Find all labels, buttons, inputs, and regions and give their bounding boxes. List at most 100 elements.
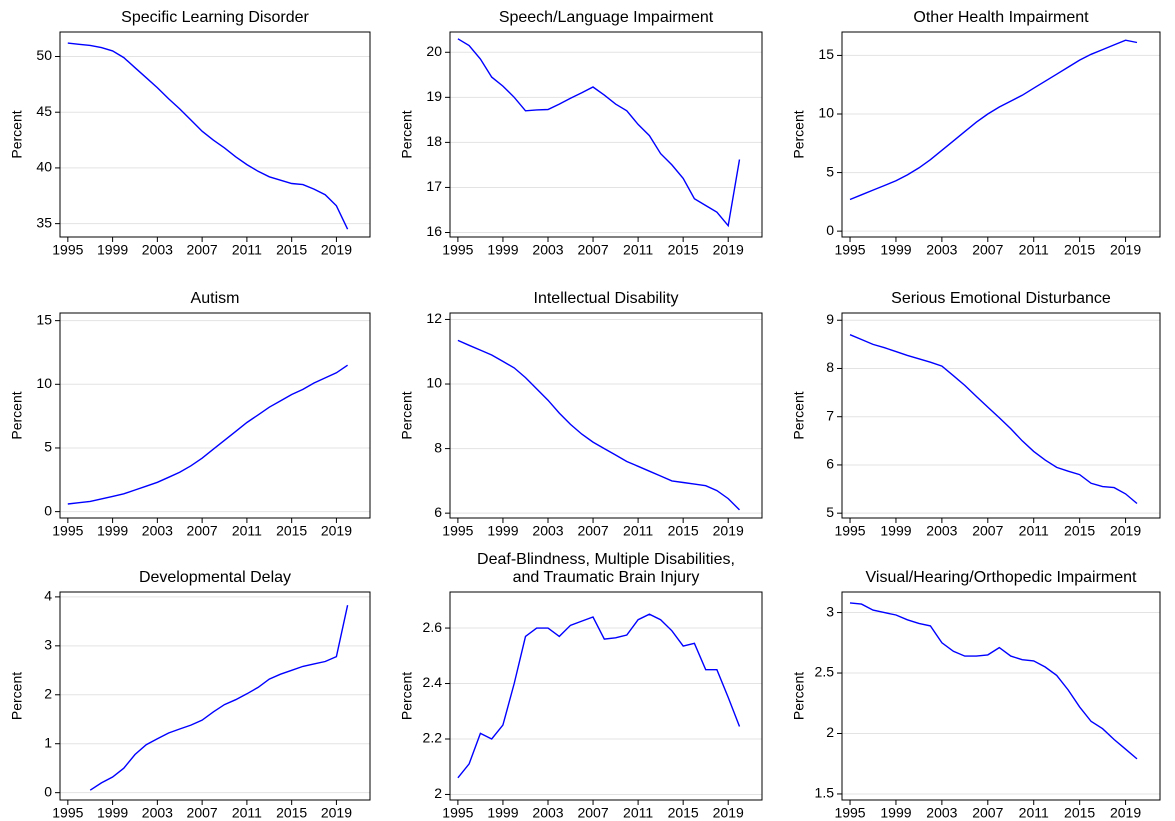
y-tick-label: 7 bbox=[826, 407, 834, 423]
x-tick-label: 1999 bbox=[880, 805, 911, 821]
chart-title: and Traumatic Brain Injury bbox=[513, 569, 700, 586]
plot-frame bbox=[59, 31, 371, 238]
x-tick-label: 2007 bbox=[972, 242, 1003, 258]
x-tick-label: 1995 bbox=[442, 805, 473, 821]
y-tick-label: 16 bbox=[426, 223, 442, 239]
x-tick-label: 1995 bbox=[52, 805, 83, 821]
plot-frame bbox=[449, 312, 763, 519]
chart-title: Developmental Delay bbox=[139, 569, 291, 586]
plot-frame bbox=[59, 591, 371, 801]
y-tick-label: 2 bbox=[434, 785, 442, 801]
x-tick-label: 2007 bbox=[187, 242, 218, 258]
x-tick-label: 2007 bbox=[187, 805, 218, 821]
x-tick-label: 1999 bbox=[880, 242, 911, 258]
y-tick-label: 20 bbox=[426, 43, 442, 59]
x-tick-label: 2015 bbox=[668, 805, 699, 821]
x-tick-label: 2011 bbox=[623, 242, 653, 258]
x-tick-label: 1999 bbox=[487, 242, 518, 258]
x-tick-label: 2011 bbox=[232, 523, 262, 539]
y-tick-label: 6 bbox=[434, 504, 442, 520]
y-axis-label: Percent bbox=[9, 110, 25, 158]
plot-frame bbox=[841, 591, 1161, 801]
x-tick-label: 1999 bbox=[487, 523, 518, 539]
x-tick-label: 2003 bbox=[926, 242, 957, 258]
data-line bbox=[457, 38, 741, 228]
x-tick-label: 2007 bbox=[577, 242, 608, 258]
y-tick-label: 2.5 bbox=[815, 664, 835, 680]
chart-title: Serious Emotional Disturbance bbox=[891, 290, 1111, 307]
x-tick-label: 2007 bbox=[577, 805, 608, 821]
plot-frame bbox=[449, 31, 763, 238]
y-tick-label: 1 bbox=[44, 734, 52, 750]
plot-frame bbox=[449, 591, 763, 801]
x-tick-label: 2015 bbox=[1064, 805, 1095, 821]
data-line bbox=[89, 605, 349, 791]
y-tick-label: 5 bbox=[44, 439, 52, 455]
x-tick-label: 2011 bbox=[1019, 805, 1049, 821]
x-tick-label: 2019 bbox=[713, 805, 744, 821]
x-tick-label: 2019 bbox=[1110, 805, 1141, 821]
x-tick-label: 2015 bbox=[668, 523, 699, 539]
y-tick-label: 2.4 bbox=[423, 674, 443, 690]
y-axis-label: Percent bbox=[399, 672, 415, 720]
x-tick-label: 2011 bbox=[232, 242, 262, 258]
y-tick-label: 10 bbox=[818, 105, 834, 121]
y-tick-label: 15 bbox=[818, 46, 834, 62]
chart-title: Specific Learning Disorder bbox=[121, 9, 309, 26]
x-tick-label: 2019 bbox=[1110, 523, 1141, 539]
x-tick-label: 2003 bbox=[142, 242, 173, 258]
x-tick-label: 1999 bbox=[97, 805, 128, 821]
chart-title: Other Health Impairment bbox=[913, 9, 1089, 26]
y-tick-label: 8 bbox=[826, 359, 834, 375]
data-line bbox=[849, 334, 1138, 505]
y-tick-label: 35 bbox=[36, 214, 52, 230]
x-tick-label: 1995 bbox=[834, 805, 865, 821]
x-tick-label: 1999 bbox=[487, 805, 518, 821]
y-tick-label: 5 bbox=[826, 163, 834, 179]
y-tick-label: 2.2 bbox=[423, 730, 443, 746]
y-tick-label: 10 bbox=[36, 375, 52, 391]
x-tick-label: 2003 bbox=[532, 523, 563, 539]
y-axis-label: Percent bbox=[399, 391, 415, 439]
x-tick-label: 2003 bbox=[926, 523, 957, 539]
data-line bbox=[457, 339, 740, 511]
x-tick-label: 1995 bbox=[834, 242, 865, 258]
x-tick-label: 1995 bbox=[52, 523, 83, 539]
x-tick-label: 2019 bbox=[321, 523, 352, 539]
x-tick-label: 2019 bbox=[321, 805, 352, 821]
y-tick-label: 18 bbox=[426, 133, 442, 149]
y-axis-label: Percent bbox=[791, 391, 807, 439]
y-tick-label: 2.6 bbox=[423, 619, 443, 635]
plot-frame bbox=[841, 31, 1161, 238]
x-tick-label: 2015 bbox=[276, 523, 307, 539]
y-tick-label: 15 bbox=[36, 311, 52, 327]
y-tick-label: 17 bbox=[426, 178, 442, 194]
chart-title: Deaf-Blindness, Multiple Disabilities, bbox=[477, 551, 735, 568]
data-line bbox=[457, 613, 741, 779]
x-tick-label: 2011 bbox=[623, 805, 653, 821]
x-tick-label: 2007 bbox=[972, 523, 1003, 539]
data-line bbox=[849, 602, 1138, 760]
y-tick-label: 50 bbox=[36, 47, 52, 63]
y-tick-label: 6 bbox=[826, 456, 834, 472]
chart-title: Intellectual Disability bbox=[534, 290, 679, 307]
x-tick-label: 2003 bbox=[532, 242, 563, 258]
x-tick-label: 2015 bbox=[1064, 523, 1095, 539]
x-tick-label: 2003 bbox=[926, 805, 957, 821]
y-tick-label: 1.5 bbox=[815, 785, 835, 801]
data-line bbox=[849, 39, 1138, 201]
y-axis-label: Percent bbox=[791, 672, 807, 720]
y-tick-label: 45 bbox=[36, 103, 52, 119]
x-tick-label: 2003 bbox=[532, 805, 563, 821]
y-tick-label: 2 bbox=[826, 724, 834, 740]
x-tick-label: 2011 bbox=[232, 805, 262, 821]
y-tick-label: 8 bbox=[434, 439, 442, 455]
x-tick-label: 2015 bbox=[276, 242, 307, 258]
x-tick-label: 2015 bbox=[276, 805, 307, 821]
y-tick-label: 3 bbox=[826, 603, 834, 619]
y-tick-label: 10 bbox=[426, 375, 442, 391]
data-line bbox=[67, 364, 348, 505]
x-tick-label: 2011 bbox=[1019, 242, 1049, 258]
x-tick-label: 1995 bbox=[442, 523, 473, 539]
